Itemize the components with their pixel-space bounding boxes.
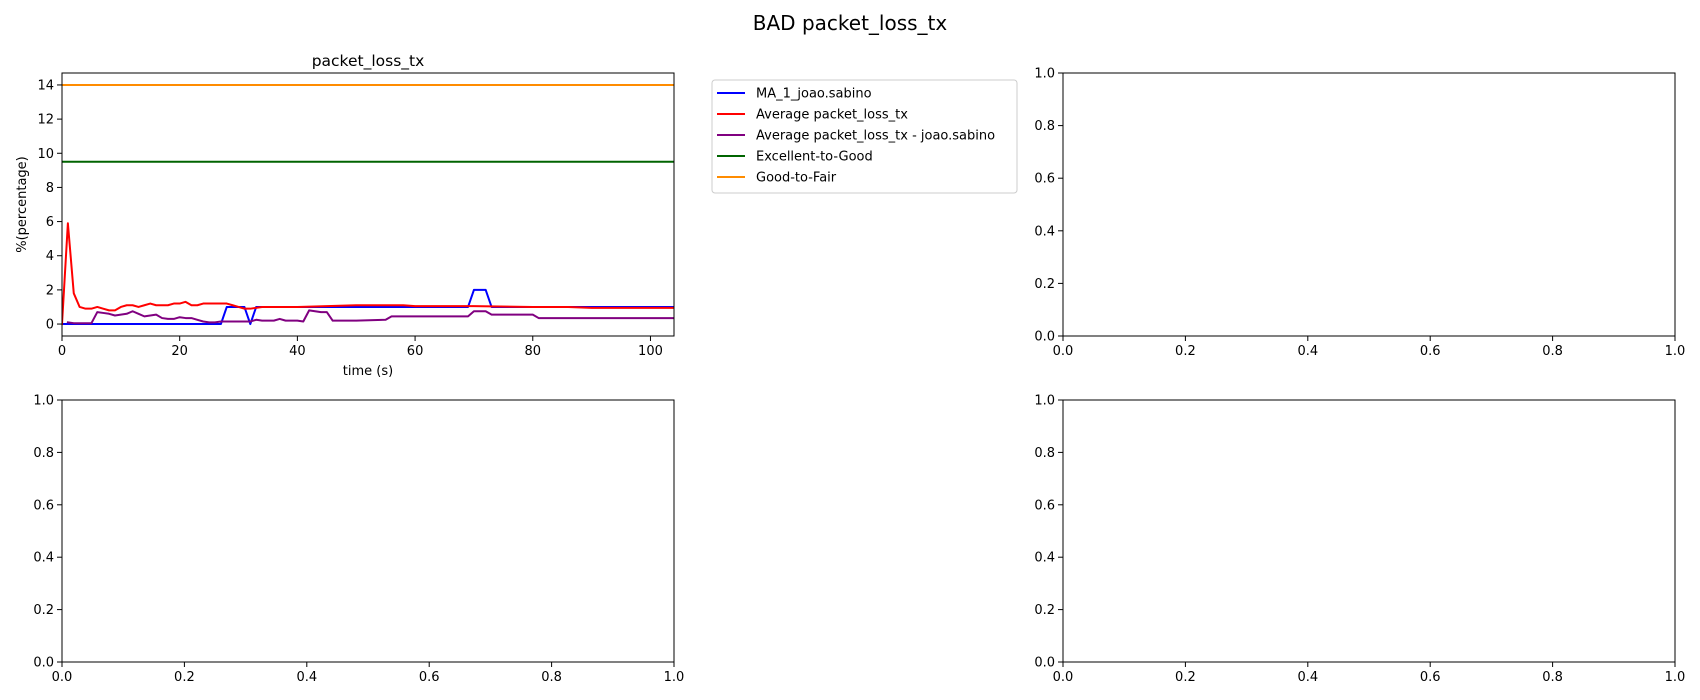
axes-4: 0.0 0.2 0.4 0.6 0.8 1.0 0.0 0.2 0.4 0.6 0.8 1.0 — [1034, 394, 1685, 686]
y-tick-label: 0.4 — [1034, 224, 1055, 239]
x-tick-label: 1.0 — [1665, 670, 1686, 685]
axes-frame — [1062, 72, 1676, 337]
x-tick-label: 1.0 — [1665, 344, 1686, 359]
y-tick-label: 0.6 — [1034, 498, 1055, 513]
y-tick-label: 0.4 — [33, 551, 54, 566]
y-tick-label: 1.0 — [1034, 67, 1055, 82]
y-tick-label: 8 — [46, 181, 54, 196]
y-tick-label: 0.8 — [1034, 446, 1055, 461]
x-tick-label: 0.2 — [1175, 344, 1196, 359]
y-tick-label: 0.8 — [1034, 119, 1055, 134]
x-tick-label: 100 — [638, 344, 663, 359]
axes-frame — [61, 72, 675, 337]
series-group — [62, 83, 674, 326]
x-tick-label: 0.2 — [1175, 670, 1196, 685]
y-tick-label: 0.2 — [1034, 277, 1055, 292]
legend-label-3: Average packet_loss_tx - joao.sabino — [756, 129, 995, 144]
x-tick-label: 40 — [289, 344, 306, 359]
y-tick-label: 0.6 — [1034, 172, 1055, 187]
y-tick-label: 6 — [46, 215, 54, 230]
y-tick-label: 0.0 — [33, 656, 54, 671]
x-tick-label: 0.6 — [1420, 344, 1441, 359]
legend-label-2: Average packet_loss_tx — [756, 108, 908, 123]
y-tick-label: 14 — [37, 78, 54, 93]
figure-suptitle: BAD packet_loss_tx — [753, 11, 948, 35]
y-tick-label: 0.0 — [1034, 330, 1055, 345]
legend-frame — [711, 79, 1018, 194]
y-tick-label: 1.0 — [33, 394, 54, 409]
y-tick-label: 0.0 — [1034, 656, 1055, 671]
y-tick-label: 10 — [37, 147, 54, 162]
axes-frame — [1062, 399, 1676, 663]
x-tick-label: 60 — [407, 344, 424, 359]
x-tick-label: 0.8 — [1542, 670, 1563, 685]
y-tick-label: 0.4 — [1034, 551, 1055, 566]
y-tick-label: 0.2 — [1034, 603, 1055, 618]
legend-label-1: MA_1_joao.sabino — [756, 87, 872, 102]
x-tick-label: 0.0 — [52, 670, 73, 685]
axes-1: 0 20 40 60 80 100 0 2 4 6 8 10 12 14 packet_loss_txtim… — [15, 52, 1018, 379]
series-line-2 — [62, 222, 674, 326]
x-tick-label: 1.0 — [664, 670, 685, 685]
x-tick-label: 0 — [58, 344, 66, 359]
axes-title: packet_loss_tx — [312, 52, 425, 71]
x-tick-label: 0.6 — [1420, 670, 1441, 685]
x-tick-label: 0.2 — [174, 670, 195, 685]
axes-3: 0.0 0.2 0.4 0.6 0.8 1.0 0.0 0.2 0.4 0.6 0.8 1.0 — [33, 394, 684, 686]
axes-frame — [61, 399, 675, 663]
y-tick-label: 0 — [46, 318, 54, 333]
x-tick-label: 0.4 — [1297, 670, 1318, 685]
legend-label-5: Good-to-Fair — [756, 171, 837, 186]
y-tick-label: 1.0 — [1034, 394, 1055, 409]
x-tick-label: 0.0 — [1053, 344, 1074, 359]
legend: MA_1_joao.sabino Average packet_loss_tx Av… — [711, 79, 1018, 194]
x-tick-label: 0.8 — [1542, 344, 1563, 359]
axes-2: 0.0 0.2 0.4 0.6 0.8 1.0 0.0 0.2 0.4 0.6 0.8 1.0 — [1034, 67, 1685, 360]
y-tick-label: 12 — [37, 113, 54, 128]
y-tick-label: 4 — [46, 249, 54, 264]
axes-root: 0 20 40 60 80 100 0 2 4 6 8 10 12 14 packet_loss_txtim… — [15, 52, 1685, 685]
x-tick-label: 20 — [171, 344, 188, 359]
series-line-3 — [66, 309, 674, 325]
x-tick-label: 0.4 — [296, 670, 317, 685]
x-tick-label: 0.6 — [419, 670, 440, 685]
legend-label-4: Excellent-to-Good — [756, 150, 873, 165]
y-tick-label: 0.2 — [33, 603, 54, 618]
x-tick-label: 0.8 — [541, 670, 562, 685]
x-tick-label: 0.0 — [1053, 670, 1074, 685]
x-tick-label: 0.4 — [1297, 344, 1318, 359]
x-axis-label: time (s) — [343, 364, 393, 379]
y-axis-label: %(percentage) — [15, 156, 30, 253]
y-tick-label: 0.8 — [33, 446, 54, 461]
y-tick-label: 0.6 — [33, 498, 54, 513]
y-tick-label: 2 — [46, 283, 54, 298]
x-tick-label: 80 — [524, 344, 541, 359]
